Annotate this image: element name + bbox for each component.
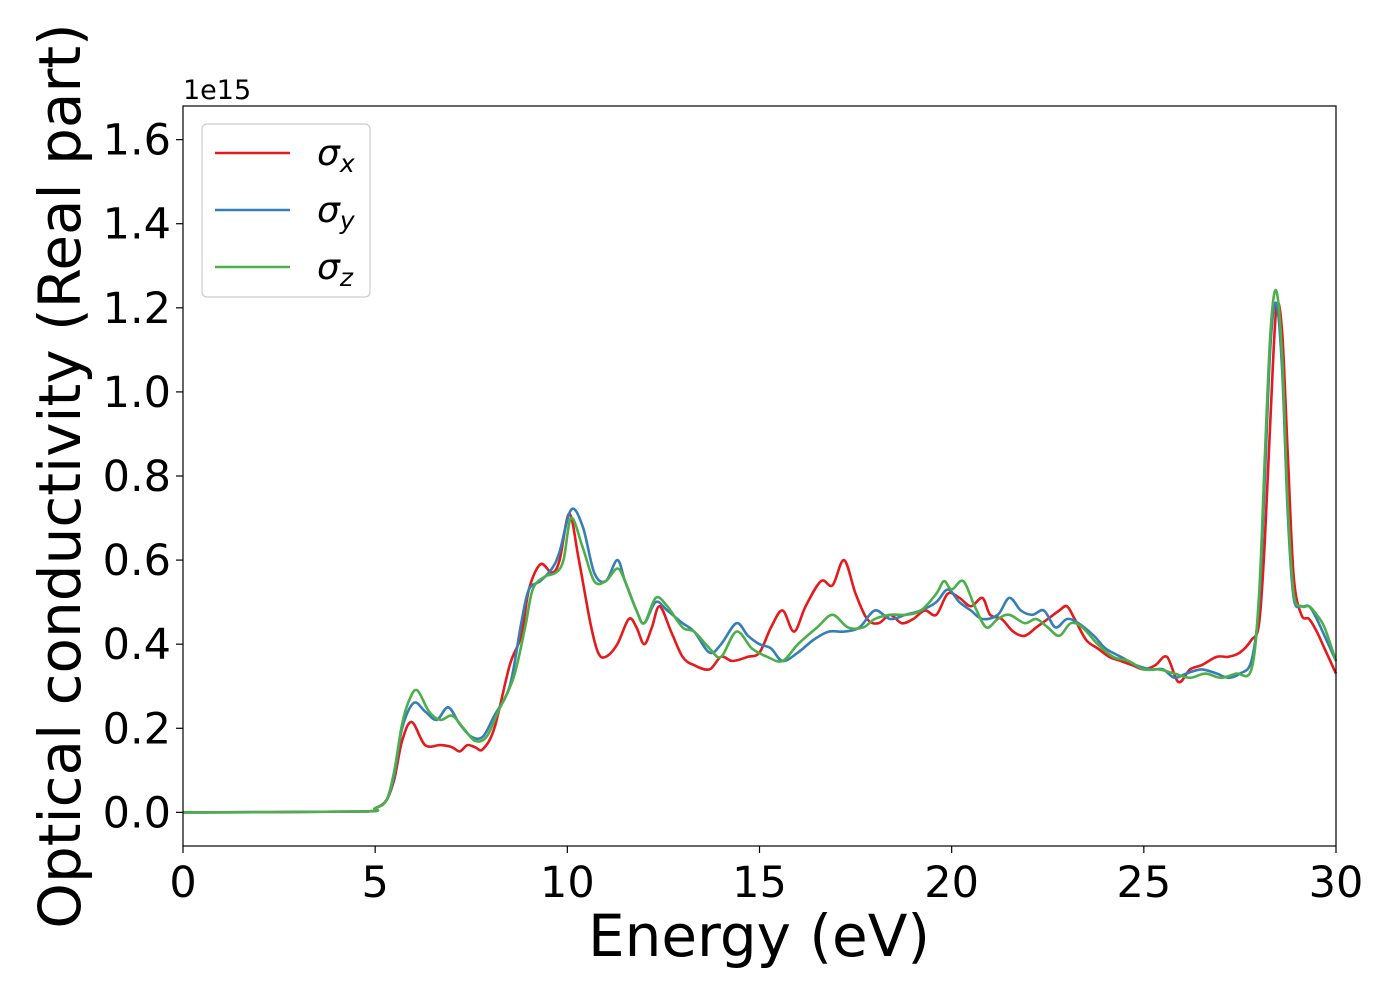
x-tick-label: 25 bbox=[1116, 858, 1171, 908]
series-line-x bbox=[182, 301, 1338, 814]
y-axis-ticks: 0.0 0.2 0.4 0.6 0.8 1.0 1.2 1.4 1.6 bbox=[103, 116, 183, 838]
x-tick-label: 0 bbox=[169, 858, 196, 908]
x-tick-label: 20 bbox=[924, 858, 979, 908]
y-tick-label: 1.6 bbox=[103, 116, 171, 166]
y-offset-label: 1e15 bbox=[183, 75, 251, 106]
x-axis-ticks: 0 5 10 15 20 25 30 bbox=[169, 846, 1363, 908]
x-axis-title: Energy (eV) bbox=[588, 902, 930, 970]
y-tick-label: 1.4 bbox=[103, 200, 171, 250]
x-tick-label: 5 bbox=[361, 858, 388, 908]
legend-label-z: σz bbox=[317, 247, 354, 292]
x-tick-label: 10 bbox=[540, 858, 595, 908]
series-layer bbox=[182, 288, 1338, 814]
legend-label-y: σy bbox=[317, 190, 356, 235]
y-tick-label: 0.6 bbox=[103, 536, 171, 586]
y-tick-label: 0.0 bbox=[103, 788, 171, 838]
y-tick-label: 0.8 bbox=[103, 452, 171, 502]
x-tick-label: 15 bbox=[732, 858, 787, 908]
y-tick-label: 1.0 bbox=[103, 368, 171, 418]
y-tick-label: 0.4 bbox=[103, 620, 171, 670]
y-tick-label: 1.2 bbox=[103, 284, 171, 334]
y-axis-title: Optical conductivity (Real part) bbox=[26, 23, 94, 928]
legend-label-x: σx bbox=[317, 133, 355, 178]
y-tick-label: 0.2 bbox=[103, 704, 171, 754]
series-line-z bbox=[182, 288, 1338, 814]
legend: σx σy σz bbox=[201, 123, 371, 298]
x-tick-label: 30 bbox=[1309, 858, 1364, 908]
